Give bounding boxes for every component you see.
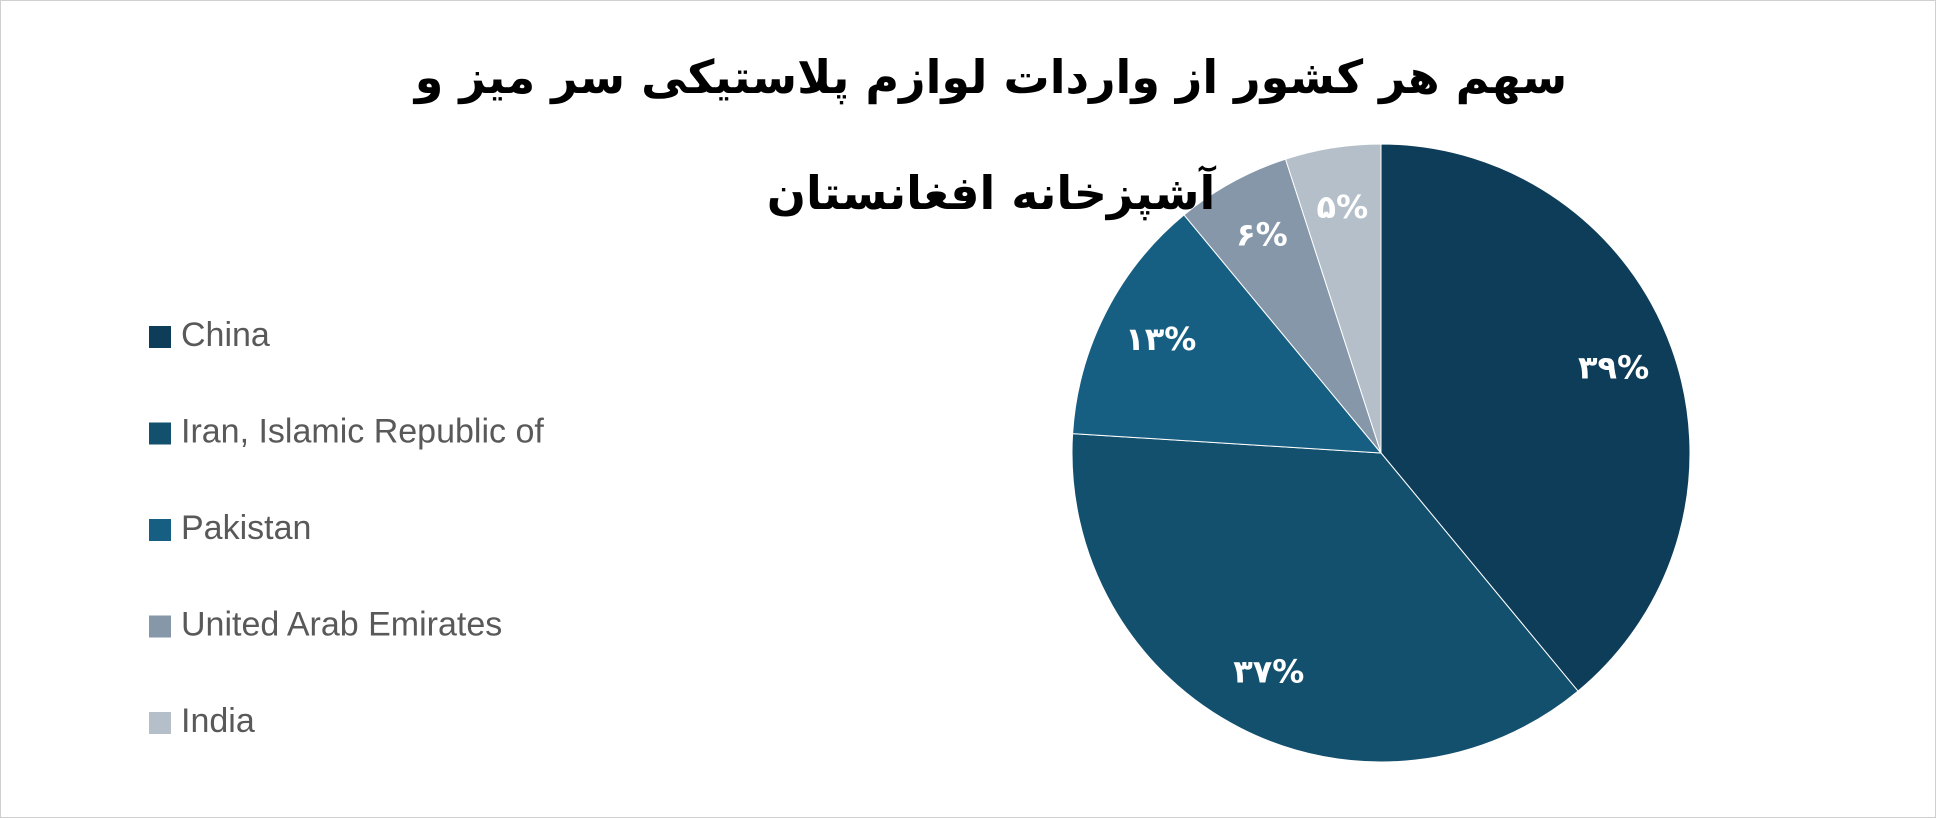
chart-title: سهم هر کشور از واردات لوازم پلاستیکی سر … — [414, 50, 1568, 220]
pie-slice — [1072, 214, 1383, 454]
pie-slice — [1284, 143, 1382, 454]
data-label: ۱۳% — [1125, 320, 1196, 358]
legend-swatch — [149, 326, 171, 348]
legend-swatch — [149, 712, 171, 734]
pie-slice — [1071, 433, 1579, 763]
pie-slice — [1380, 143, 1691, 692]
legend-label: Iran, Islamic Republic of — [181, 412, 544, 450]
legend-label: Pakistan — [181, 509, 311, 547]
data-label: ۳۷% — [1233, 652, 1304, 690]
data-label: ۶% — [1236, 215, 1288, 253]
legend-swatch — [149, 615, 171, 638]
legend-label: India — [181, 702, 255, 740]
legend-label: China — [181, 316, 270, 354]
data-label: ۵% — [1317, 188, 1369, 226]
legend-swatch — [149, 519, 171, 541]
data-label: ۳۹% — [1578, 348, 1649, 386]
legend-label: United Arab Emirates — [181, 605, 502, 643]
legend-swatch — [149, 422, 171, 445]
